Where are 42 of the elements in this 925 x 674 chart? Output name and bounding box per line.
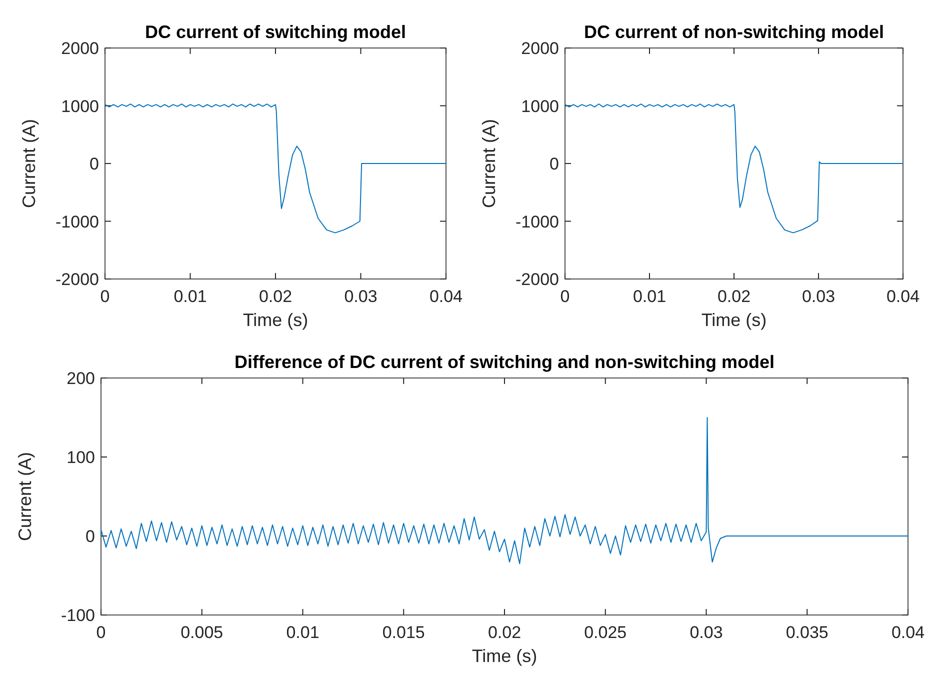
x-tick-label: 0.03: [802, 287, 836, 306]
chart-title: Difference of DC current of switching and non-switching model: [234, 352, 775, 372]
y-tick-label: 0: [550, 154, 559, 174]
x-tick-label: 0.005: [180, 623, 224, 642]
x-tick-label: 0.03: [344, 287, 378, 306]
line-series: [100, 417, 908, 564]
y-axis-title: Current (A): [19, 118, 39, 208]
x-tick-label: 0.02: [717, 287, 751, 306]
x-tick-label: 0.04: [429, 287, 463, 306]
y-tick-label: 1000: [521, 96, 559, 116]
y-tick-label: 200: [66, 369, 95, 388]
y-tick-label: 100: [66, 448, 95, 467]
y-tick-label: 1000: [61, 96, 99, 116]
x-tick-label: 0.04: [886, 287, 920, 306]
x-axis-title: Time (s): [472, 646, 538, 666]
x-tick-label: 0.015: [382, 623, 425, 642]
y-tick-label: -2000: [516, 270, 559, 289]
x-axis-title: Time (s): [242, 310, 308, 330]
x-tick-label: 0.02: [258, 287, 292, 306]
y-tick-label: 2000: [61, 39, 99, 58]
x-tick-label: 0.03: [690, 623, 723, 642]
x-tick-label: 0.035: [786, 623, 828, 642]
x-axis-title: Time (s): [701, 310, 767, 330]
x-tick-label: 0.04: [891, 623, 925, 642]
chart-title: DC current of non-switching model: [584, 22, 884, 42]
y-axis-title: Current (A): [15, 452, 35, 542]
line-series: [104, 104, 446, 234]
y-tick-label: -100: [60, 606, 95, 625]
y-axis-title: Current (A): [479, 118, 499, 208]
x-tick-label: 0.02: [488, 623, 522, 642]
line-series: [564, 104, 904, 234]
y-tick-label: 0: [90, 154, 99, 174]
x-tick-label: 0.025: [584, 623, 627, 642]
x-tick-label: 0.01: [632, 287, 666, 306]
y-tick-label: 2000: [521, 39, 559, 58]
chart-title: DC current of switching model: [144, 22, 406, 42]
x-tick-label: 0.01: [286, 623, 320, 642]
y-tick-label: -1000: [56, 212, 99, 232]
y-tick-label: -1000: [516, 212, 559, 232]
y-tick-label: -2000: [56, 270, 99, 289]
y-tick-label: 0: [86, 527, 95, 546]
x-tick-label: 0.01: [174, 287, 207, 306]
